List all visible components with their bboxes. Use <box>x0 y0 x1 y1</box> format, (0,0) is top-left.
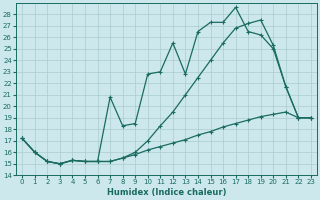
X-axis label: Humidex (Indice chaleur): Humidex (Indice chaleur) <box>107 188 226 197</box>
